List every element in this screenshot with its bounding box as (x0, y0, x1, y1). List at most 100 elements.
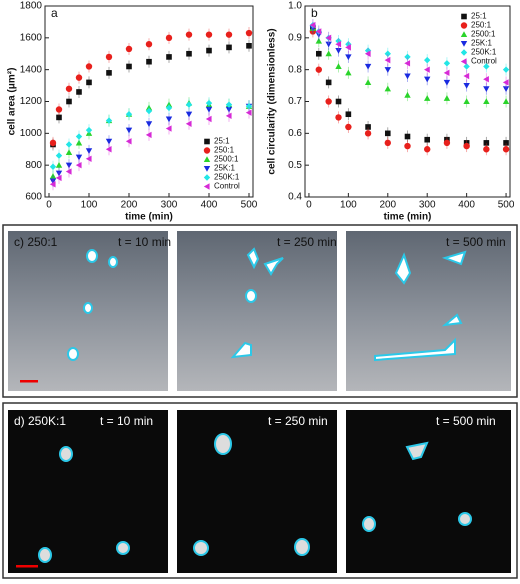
marker (325, 79, 332, 86)
marker (463, 63, 470, 70)
marker (85, 155, 92, 162)
y-tick-label: 800 (25, 160, 42, 171)
y-tick-label: 0.5 (288, 160, 302, 171)
marker (85, 126, 93, 134)
panel-letter: b (311, 6, 318, 20)
x-tick-label: 200 (121, 200, 138, 211)
panel-label: d) 250K:1 (14, 414, 66, 428)
panel-c: c) 250:1 t = 10 min t = 250 min t = 500 … (2, 224, 518, 398)
scale-bar (20, 380, 38, 383)
marker (49, 178, 57, 185)
marker (502, 79, 509, 86)
marker (246, 42, 252, 49)
marker (55, 161, 63, 168)
y-tick-label: 1.0 (288, 1, 302, 12)
marker (315, 37, 322, 44)
legend-marker (204, 138, 210, 145)
time-label: t = 10 min (118, 235, 171, 249)
marker (49, 139, 57, 147)
marker (463, 98, 470, 105)
y-tick-label: 1000 (20, 128, 43, 139)
marker (85, 148, 93, 155)
marker (245, 103, 253, 110)
marker (384, 50, 391, 57)
legend-marker (460, 58, 467, 65)
marker (364, 50, 371, 57)
marker (424, 136, 431, 143)
time-label: t = 500 min (436, 414, 496, 428)
legend-marker (203, 174, 211, 181)
legend-marker (460, 49, 468, 56)
marker (185, 120, 192, 127)
legend-label: 25:1 (471, 12, 487, 21)
marker (56, 114, 62, 121)
marker (345, 44, 351, 51)
panel-frame (2, 224, 518, 398)
marker (404, 60, 411, 67)
marker (443, 60, 451, 67)
marker (145, 107, 153, 115)
marker (125, 111, 133, 118)
y-tick-label: 600 (25, 192, 42, 203)
panel-label: c) 250:1 (14, 235, 58, 249)
legend-marker (460, 31, 468, 38)
marker (345, 41, 352, 48)
marker (365, 124, 371, 130)
marker (483, 76, 489, 83)
marker (76, 89, 82, 95)
y-tick-label: 1800 (20, 1, 43, 12)
marker (404, 142, 411, 150)
marker (384, 85, 391, 92)
marker (75, 154, 83, 161)
x-tick-label: 400 (458, 200, 475, 211)
marker (166, 54, 172, 60)
marker (483, 140, 490, 146)
marker (345, 54, 352, 61)
cell-outlines (38, 433, 472, 563)
marker (245, 109, 252, 116)
marker (49, 163, 57, 170)
marker (206, 47, 212, 54)
marker (105, 146, 112, 153)
marker (404, 91, 411, 98)
marker (65, 85, 73, 92)
marker (225, 31, 233, 38)
scale-bar (16, 565, 38, 568)
marker (315, 66, 322, 73)
legend-marker (203, 183, 210, 190)
marker (325, 50, 332, 57)
x-tick-label: 0 (306, 200, 312, 211)
micrograph (8, 410, 168, 573)
marker (384, 56, 391, 64)
marker (205, 99, 213, 107)
marker (125, 127, 133, 134)
x-tick-label: 400 (201, 200, 218, 211)
marker (335, 48, 342, 54)
y-tick-label: 1600 (20, 32, 43, 43)
x-tick-label: 100 (81, 200, 98, 211)
x-tick-label: 100 (340, 200, 357, 211)
legend-label: Control (214, 182, 240, 191)
marker (424, 66, 430, 73)
y-tick-label: 0.8 (288, 64, 302, 75)
x-tick-label: 500 (241, 200, 258, 211)
legend-label: 250:1 (214, 146, 235, 155)
marker (335, 114, 342, 121)
marker (146, 58, 152, 65)
marker (105, 138, 113, 145)
legend-marker (203, 165, 211, 172)
micrograph (346, 410, 511, 573)
marker (126, 63, 132, 70)
marker (364, 130, 372, 137)
marker (86, 79, 92, 86)
marker (205, 106, 213, 113)
marker (335, 98, 342, 105)
marker (185, 31, 193, 38)
marker (125, 45, 133, 53)
marker (55, 174, 62, 182)
marker (364, 63, 372, 70)
x-tick-label: 300 (419, 200, 436, 211)
marker (65, 162, 73, 169)
marker (75, 139, 83, 146)
